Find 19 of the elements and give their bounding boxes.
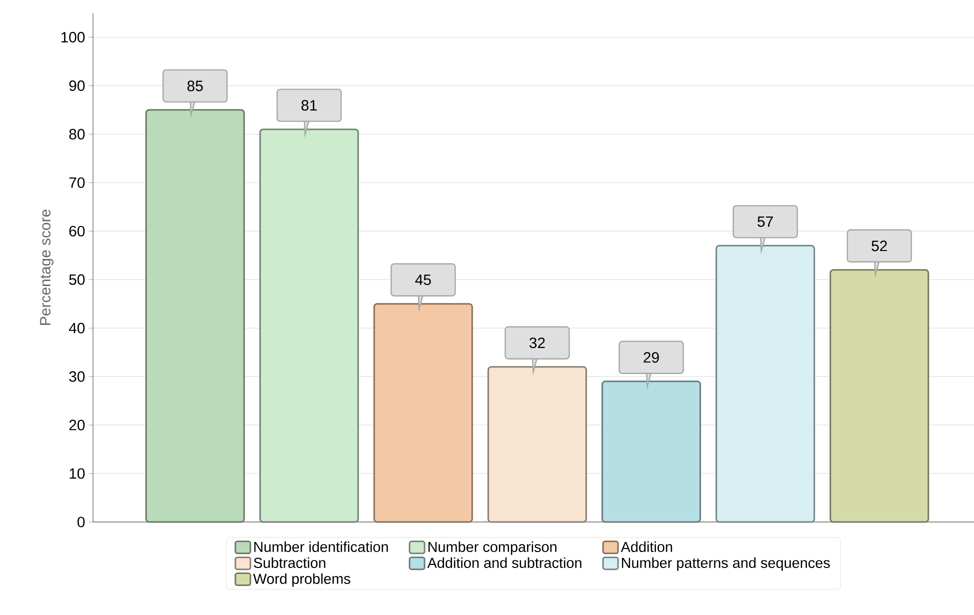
y-tick-label: 80: [69, 128, 85, 140]
legend-label: Addition: [620, 541, 672, 552]
y-tick-label: 0: [78, 516, 85, 528]
y-tick-label: 60: [69, 226, 85, 236]
y-tick-label: 50: [69, 274, 85, 285]
legend-label: Number identification: [254, 541, 388, 552]
y-tick-label: 40: [68, 322, 85, 334]
y-tick-label: 90: [69, 80, 85, 91]
legend-label: Word problems: [253, 573, 350, 587]
y-tick-label: 30: [69, 371, 85, 382]
y-tick-label: 100: [61, 32, 85, 43]
legend-label: Number patterns and sequences: [622, 557, 830, 571]
legend-label: Subtraction: [254, 557, 326, 568]
y-tick-label: 20: [69, 420, 85, 430]
legend-label: Number comparison: [428, 541, 556, 555]
y-tick-label: 70: [69, 177, 85, 188]
legend-label: Addition and subtraction: [427, 557, 582, 568]
y-axis-title: Percentage score: [40, 210, 54, 325]
y-tick-label: 10: [70, 468, 85, 479]
